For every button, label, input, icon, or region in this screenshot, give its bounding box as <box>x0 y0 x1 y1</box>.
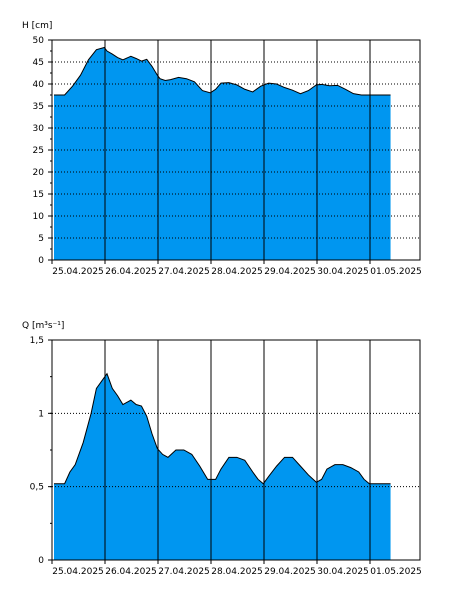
y-tick-label: 50 <box>33 36 45 46</box>
x-tick-label: 25.04.2025 <box>52 567 104 577</box>
y-tick-label: 0 <box>38 556 44 566</box>
y-axis-label: H [cm] <box>22 21 52 31</box>
y-tick-label: 0 <box>38 256 44 266</box>
x-tick-label: 26.04.2025 <box>105 267 157 277</box>
x-tick-label: 29.04.2025 <box>264 567 316 577</box>
y-axis-label: Q [m³s⁻¹] <box>22 321 64 331</box>
data-series-area <box>54 373 391 560</box>
y-tick-label: 0,5 <box>30 483 44 493</box>
data-series-line <box>54 372 391 485</box>
y-tick-label: 1,5 <box>30 336 44 346</box>
x-tick-label: 25.04.2025 <box>52 267 104 277</box>
x-tick-label: 30.04.2025 <box>317 267 369 277</box>
x-tick-label: 28.04.2025 <box>211 567 263 577</box>
x-tick-label: 28.04.2025 <box>211 267 263 277</box>
data-series-area <box>54 47 391 261</box>
discharge-chart: 0 0,5 1 1,5 Q [m³s⁻¹] 25.04.2025 26.04.2025 27.… <box>22 321 422 577</box>
y-tick-label: 10 <box>33 212 45 222</box>
water-level-chart: 0 5 10 15 20 25 30 35 40 45 50 H [cm] 25.04.2025 26.0… <box>22 21 422 277</box>
data-series-line <box>54 46 391 96</box>
x-tick-label: 27.04.2025 <box>158 267 210 277</box>
y-tick-label: 15 <box>33 190 44 200</box>
x-tick-label: 29.04.2025 <box>264 267 316 277</box>
y-tick-label: 40 <box>33 80 45 90</box>
x-tick-label: 01.05.2025 <box>370 267 422 277</box>
y-tick-label: 45 <box>33 58 44 68</box>
y-tick-label: 1 <box>38 409 44 419</box>
y-tick-label: 35 <box>33 102 44 112</box>
y-tick-label: 25 <box>33 146 44 156</box>
x-tick-label: 30.04.2025 <box>317 567 369 577</box>
y-tick-label: 30 <box>33 124 45 134</box>
x-tick-label: 26.04.2025 <box>105 567 157 577</box>
y-tick-label: 20 <box>33 168 45 178</box>
x-tick-label: 01.05.2025 <box>370 567 422 577</box>
y-tick-label: 5 <box>38 234 44 244</box>
x-tick-label: 27.04.2025 <box>158 567 210 577</box>
